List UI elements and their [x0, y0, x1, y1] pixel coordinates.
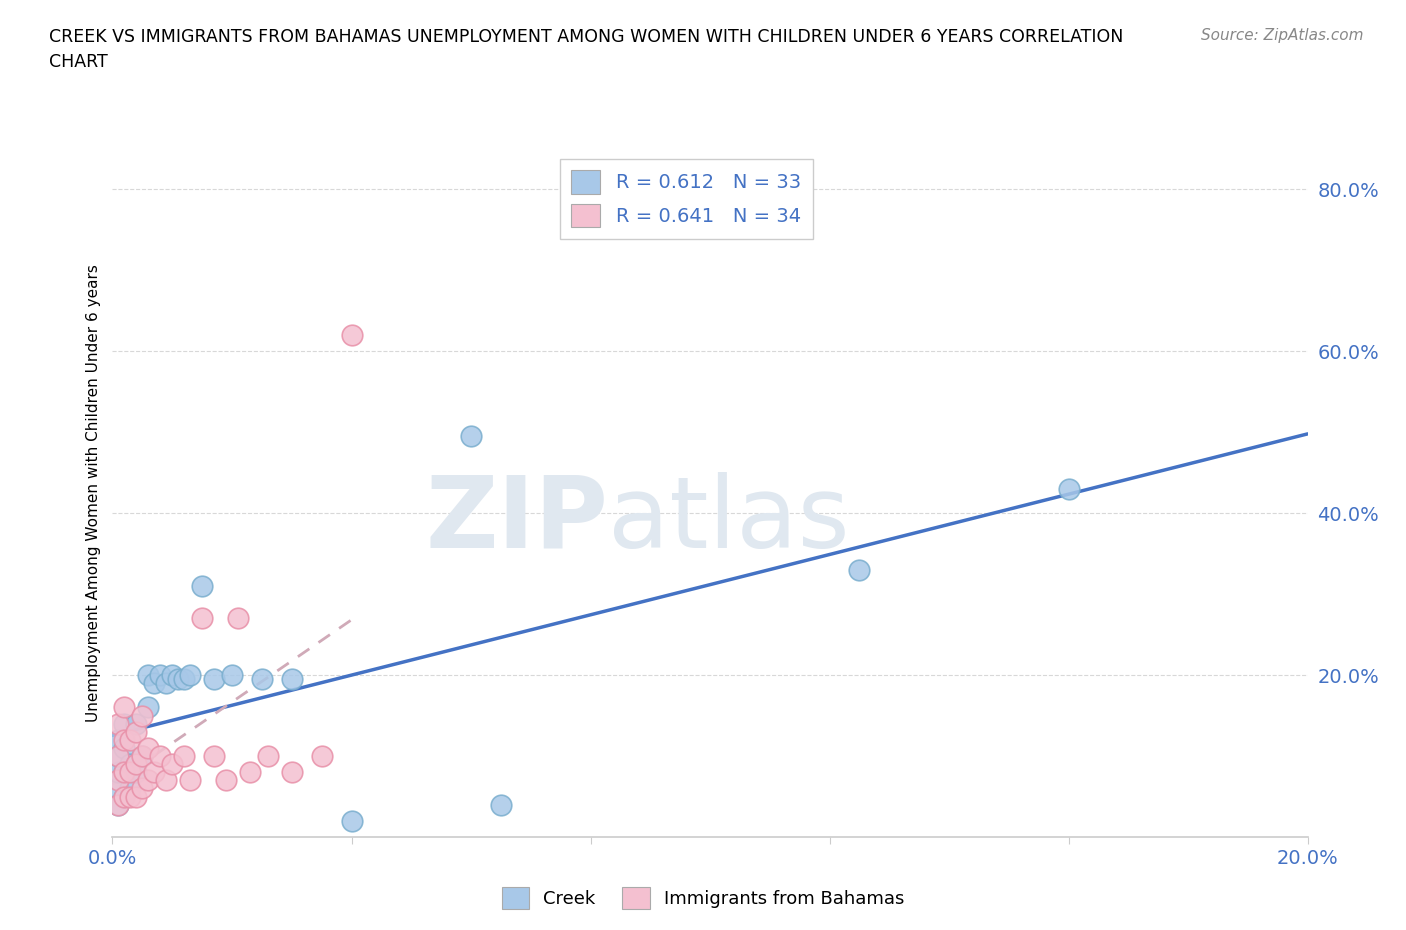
Point	[162, 757, 183, 772]
Legend: R = 0.612   N = 33, R = 0.641   N = 34: R = 0.612 N = 33, R = 0.641 N = 34	[560, 158, 813, 239]
Point	[155, 773, 177, 788]
Point	[281, 764, 304, 779]
Point	[120, 757, 142, 772]
Point	[149, 749, 172, 764]
Point	[107, 797, 129, 812]
Point	[311, 749, 333, 764]
Point	[202, 671, 225, 686]
Point	[221, 668, 243, 683]
Point	[250, 671, 273, 686]
Point	[131, 749, 153, 764]
Point	[120, 733, 142, 748]
Point	[460, 429, 482, 444]
Point	[120, 764, 142, 779]
Point	[107, 764, 129, 779]
Text: atlas: atlas	[609, 472, 851, 569]
Point	[281, 671, 304, 686]
Point	[179, 668, 201, 683]
Point	[114, 733, 135, 748]
Text: ZIP: ZIP	[426, 472, 609, 569]
Point	[125, 724, 148, 739]
Point	[173, 749, 195, 764]
Point	[138, 700, 160, 715]
Point	[167, 671, 190, 686]
Point	[257, 749, 280, 764]
Point	[138, 773, 160, 788]
Point	[114, 764, 135, 779]
Point	[107, 773, 129, 788]
Point	[202, 749, 225, 764]
Point	[107, 716, 129, 731]
Point	[155, 676, 177, 691]
Point	[340, 814, 363, 829]
Point	[239, 764, 262, 779]
Point	[131, 749, 153, 764]
Point	[125, 716, 148, 731]
Y-axis label: Unemployment Among Women with Children Under 6 years: Unemployment Among Women with Children U…	[86, 264, 101, 722]
Point	[125, 764, 148, 779]
Point	[107, 797, 129, 812]
Point	[848, 563, 870, 578]
Point	[114, 700, 135, 715]
Point	[114, 789, 135, 804]
Point	[125, 757, 148, 772]
Point	[143, 676, 166, 691]
Point	[340, 327, 363, 342]
Point	[138, 668, 160, 683]
Point	[114, 764, 135, 779]
Point	[120, 789, 142, 804]
Point	[120, 781, 142, 796]
Point	[179, 773, 201, 788]
Point	[114, 789, 135, 804]
Legend: Creek, Immigrants from Bahamas: Creek, Immigrants from Bahamas	[495, 880, 911, 916]
Point	[143, 764, 166, 779]
Point	[162, 668, 183, 683]
Point	[173, 671, 195, 686]
Text: Source: ZipAtlas.com: Source: ZipAtlas.com	[1201, 28, 1364, 43]
Point	[138, 740, 160, 755]
Point	[131, 708, 153, 723]
Text: CREEK VS IMMIGRANTS FROM BAHAMAS UNEMPLOYMENT AMONG WOMEN WITH CHILDREN UNDER 6 : CREEK VS IMMIGRANTS FROM BAHAMAS UNEMPLO…	[49, 28, 1123, 71]
Point	[226, 611, 249, 626]
Point	[114, 716, 135, 731]
Point	[107, 749, 129, 764]
Point	[191, 611, 214, 626]
Point	[107, 749, 129, 764]
Point	[131, 781, 153, 796]
Point	[125, 789, 148, 804]
Point	[114, 740, 135, 755]
Point	[107, 733, 129, 748]
Point	[489, 797, 512, 812]
Point	[1057, 482, 1080, 497]
Point	[191, 578, 214, 593]
Point	[107, 781, 129, 796]
Point	[215, 773, 238, 788]
Point	[149, 668, 172, 683]
